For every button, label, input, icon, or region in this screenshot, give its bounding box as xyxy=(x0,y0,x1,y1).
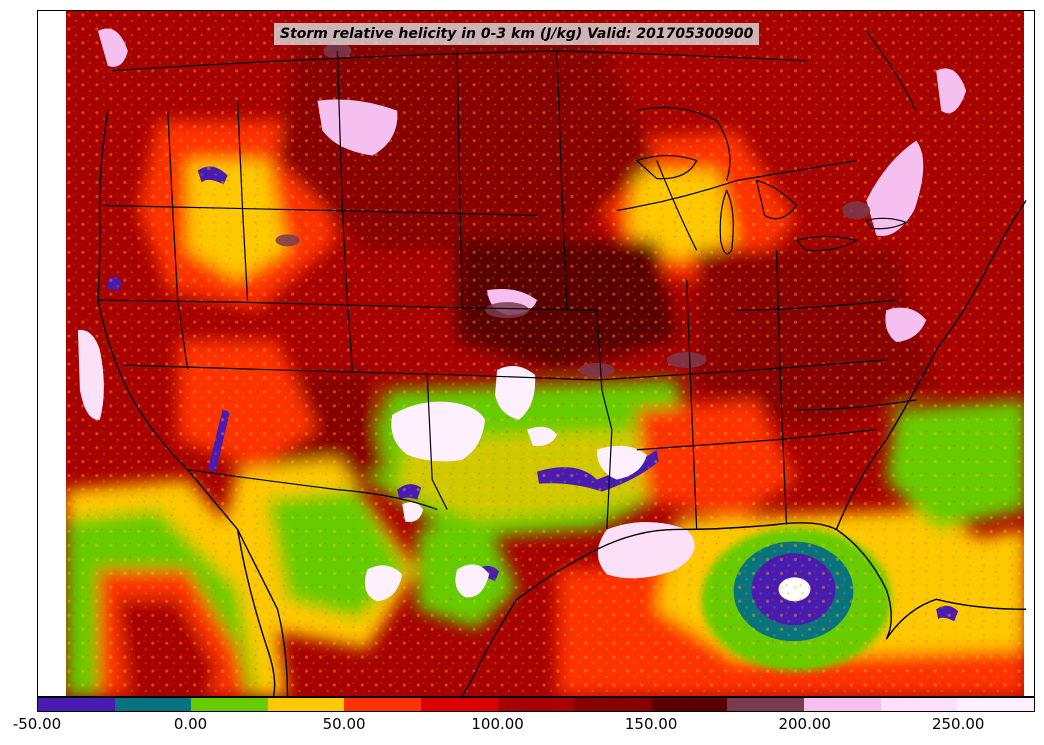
colorbar-swatch xyxy=(267,698,345,711)
map-panel: Storm relative helicity in 0-3 km (J/kg)… xyxy=(37,10,1035,697)
colorbar-swatch xyxy=(38,698,115,711)
colorbar-swatch xyxy=(421,698,498,711)
colorbar-swatch xyxy=(727,698,805,711)
colorbar-swatch xyxy=(497,698,575,711)
colorbar-tick-label: 200.00 xyxy=(778,715,831,733)
colorbar-tick-label: 150.00 xyxy=(624,715,678,733)
domain-edge-right xyxy=(1024,11,1034,696)
colorbar-tick-label: 0.00 xyxy=(173,715,208,733)
colorbar-tick-label: 100.00 xyxy=(471,715,524,733)
borders xyxy=(97,30,917,530)
great-lakes xyxy=(635,154,908,255)
colorbar-swatch xyxy=(957,698,1034,711)
colorbar-swatch xyxy=(114,698,192,711)
helicity-map xyxy=(38,11,1034,696)
colorbar-swatch xyxy=(880,698,958,711)
colorbar-swatch xyxy=(344,698,422,711)
dark-patches xyxy=(275,42,871,377)
colorbar-tick-label: -50.00 xyxy=(12,715,62,733)
domain-edge-left xyxy=(38,11,66,696)
colorbar xyxy=(37,697,1035,712)
coastlines xyxy=(97,110,1027,696)
colorbar-swatch xyxy=(804,698,881,711)
colorbar-tick-label: 50.00 xyxy=(322,715,366,733)
field-texture xyxy=(65,11,1025,696)
colorbar-swatch xyxy=(574,698,651,711)
colorbar-swatch xyxy=(650,698,728,711)
colorbar-swatch xyxy=(191,698,268,711)
colorbar-tick-label: 250.00 xyxy=(931,715,985,733)
map-title: Storm relative helicity in 0-3 km (J/kg)… xyxy=(274,23,760,45)
high-helicity-cells xyxy=(77,28,967,602)
